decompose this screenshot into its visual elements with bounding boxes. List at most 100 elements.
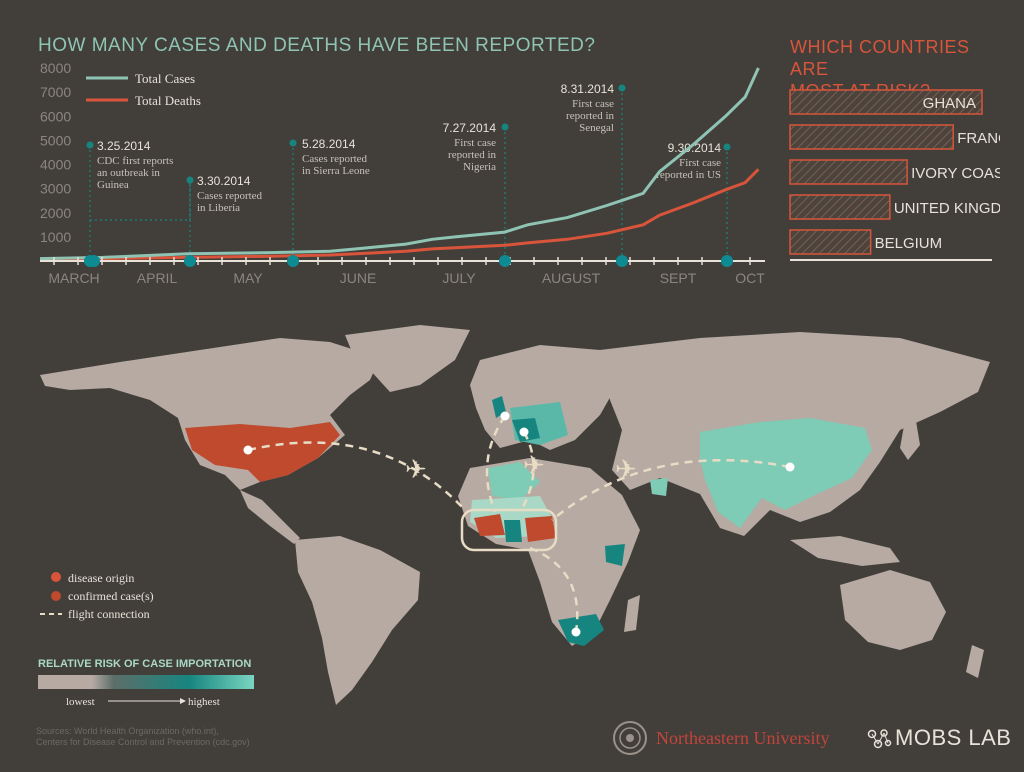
risk-bar (789, 124, 954, 150)
risk-bar (789, 159, 908, 185)
kenya-highlight (605, 544, 625, 566)
ghana-ivory-coast-highlight (504, 520, 522, 542)
risk-bar-label: UNITED KINGDOM (894, 200, 1000, 217)
y-tick-labels: 1000 2000 3000 4000 5000 6000 7000 8000 (40, 60, 71, 245)
y-tick-label: 2000 (40, 205, 71, 221)
annotation-dot (618, 84, 626, 92)
flight-connections (247, 415, 791, 633)
nigeria-highlight (525, 516, 556, 542)
usa-highlight (185, 422, 340, 482)
y-tick-label: 8000 (40, 60, 71, 76)
annotation-date: 3.25.2014 (97, 139, 151, 153)
north-america (40, 338, 380, 490)
airplane-icon: ✈ (615, 454, 637, 484)
europe (470, 345, 620, 450)
annotation-text: First case (572, 98, 614, 110)
y-tick-label: 6000 (40, 108, 71, 124)
event-marker (88, 255, 100, 267)
flight-path-china (551, 458, 791, 521)
dot-china (785, 462, 795, 472)
x-tick-label: JUNE (340, 270, 377, 286)
x-tick-label: OCT (735, 270, 765, 286)
annotation-text: in Liberia (197, 202, 240, 214)
annotation-connector (90, 180, 191, 221)
y-tick-label: 1000 (40, 229, 71, 245)
dot-usa (243, 445, 253, 455)
annotation-dot (501, 123, 509, 131)
annotation-text: First case (454, 137, 496, 149)
annotation-text: reported in US (656, 169, 721, 181)
annotation-dot (289, 139, 297, 147)
annotation-date: 5.28.2014 (302, 137, 356, 151)
risk-bar-chart: GHANA FRANCE IVORY COAST UNITED KINGDOM BELG… (789, 89, 1000, 261)
annotation-date: 3.30.2014 (197, 174, 251, 188)
x-tick-label: JULY (442, 270, 476, 286)
event-marker (616, 255, 628, 267)
sources-line-2: Centers for Disease Control and Preventi… (36, 737, 250, 747)
annotation-text: Senegal (579, 122, 614, 134)
x-tick-label: MARCH (48, 270, 99, 286)
x-tick-label: APRIL (137, 270, 178, 286)
annotation-text: First case (679, 157, 721, 169)
mobs-lab-icon (867, 729, 892, 749)
airplanes: ✈ ✈ ✈ (405, 450, 637, 484)
risk-bar (789, 194, 891, 220)
annotation-text: in Sierra Leone (302, 165, 370, 177)
annotation-dot (186, 176, 194, 184)
event-marker (499, 255, 511, 267)
x-tick-label: AUGUST (542, 270, 601, 286)
annotation-text: an outbreak in (97, 167, 160, 179)
cases-deaths-line-chart: 1000 2000 3000 4000 5000 6000 7000 8000 Total C… (39, 60, 765, 286)
y-tick-label: 3000 (40, 181, 71, 197)
series-line-total-deaths (39, 168, 760, 262)
legend-flight-label: flight connection (68, 607, 150, 621)
risk-highlights (185, 396, 872, 646)
x-axis-ticks: MARCH APRIL MAY JUNE JULY AUGUST SEPT OCT (48, 257, 765, 286)
risk-bar-label: IVORY COAST (911, 165, 1000, 182)
risk-bar-label: FRANCE (957, 130, 1000, 147)
australia (840, 570, 946, 650)
risk-scale-high: highest (188, 696, 220, 708)
university-logo-text: Northeastern University (656, 728, 830, 748)
south-america (295, 536, 420, 705)
sources-line-1: Sources: World Health Organization (who.… (36, 726, 219, 736)
legend-cases-label: Total Cases (135, 71, 195, 86)
sources-note: Sources: World Health Organization (who.… (36, 726, 250, 748)
airplane-icon: ✈ (405, 454, 427, 484)
annotation-text: Guinea (97, 179, 129, 191)
university-seal-logo (613, 721, 647, 755)
legend-confirmed-label: confirmed case(s) (68, 589, 154, 603)
central-america (240, 490, 300, 544)
annotation-dot (86, 141, 94, 149)
event-marker (184, 255, 196, 267)
flight-path-uk (485, 415, 507, 513)
airplane-icon: ✈ (523, 450, 545, 480)
legend-origin-swatch (51, 572, 61, 582)
map-legend: disease origin confirmed case(s) flight … (38, 571, 254, 708)
annotation-date: 7.27.2014 (443, 121, 497, 135)
madagascar (624, 595, 640, 632)
arabia-highlight (650, 478, 668, 496)
risk-scale-gradient (38, 675, 254, 689)
annotation-text: Cases reported (197, 190, 263, 202)
destination-dots (243, 411, 795, 637)
legend-confirmed-swatch (51, 591, 61, 601)
y-tick-label: 7000 (40, 84, 71, 100)
x-tick-label: SEPT (660, 270, 697, 286)
annotation-text: reported in (566, 110, 614, 122)
risk-bars: GHANA FRANCE IVORY COAST UNITED KINGDOM BELG… (789, 89, 1000, 255)
annotation-text: reported in (448, 149, 496, 161)
dot-france (519, 427, 529, 437)
annotation-text: Cases reported (302, 153, 368, 165)
risk-scale-low: lowest (66, 696, 95, 708)
chart-legend: Total Cases Total Deaths (86, 71, 201, 108)
risk-bar (789, 89, 983, 115)
dot-uk (500, 411, 510, 421)
annotation-text: Nigeria (463, 161, 496, 173)
annotation-date: 8.31.2014 (561, 82, 615, 96)
north-africa-highlight (488, 462, 540, 500)
annotation-dot (723, 143, 731, 151)
mobs-lab-logo-text: MOBS LAB (895, 725, 1012, 750)
world-map: ✈ ✈ ✈ disease origin confirmed case(s) f… (38, 325, 990, 708)
event-markers (84, 255, 733, 267)
